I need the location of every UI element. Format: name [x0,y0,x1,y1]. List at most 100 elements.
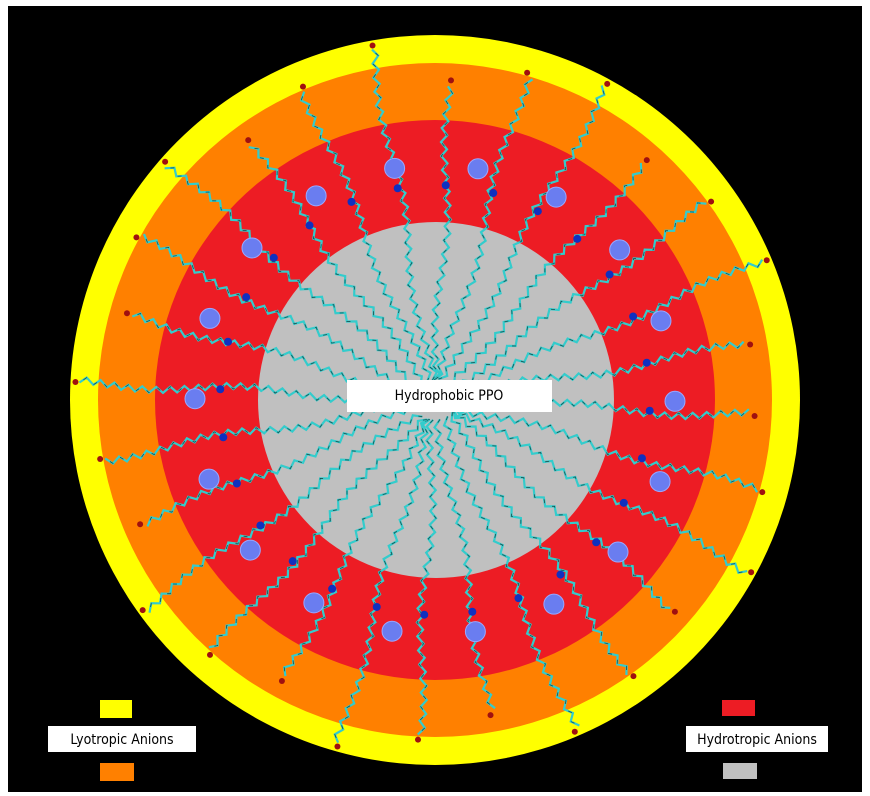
nitrogen [489,189,498,198]
chain-backbone [452,409,671,609]
chain-backbone [438,85,605,380]
oxygen [759,489,766,496]
chain [453,259,764,398]
chain-backbone [433,419,496,709]
chain [415,419,438,736]
chain-backbone [454,399,750,420]
oxygen [524,69,531,76]
anion [305,185,327,207]
chain [371,48,439,381]
chain [442,415,580,727]
anion [664,390,686,412]
oxygen [447,77,454,84]
nitrogen [347,197,356,206]
nitrogen [605,270,614,279]
anion [381,620,403,642]
legend-red [722,700,755,716]
chain-backbone [454,341,744,401]
oxygen [278,678,285,685]
oxygen [206,651,213,658]
chain-backbone [132,313,416,398]
anion [241,237,263,259]
nitrogen [533,207,542,216]
chain [450,412,628,676]
legend-right-label: Hydrotropic Anions [697,732,817,748]
nitrogen [420,610,429,619]
oxygen [630,673,637,680]
center-label: Hydrophobic PPO [395,388,504,404]
oxygen [299,83,306,90]
anion [649,471,671,493]
chain-backbone [452,408,748,574]
surfactant-chains [72,42,770,750]
nitrogen [393,184,402,193]
chain-backbone [164,167,416,392]
legend-yellow [100,700,132,718]
nitrogen [592,538,601,547]
oxygen [748,569,755,576]
nitrogen [305,221,314,230]
chain-backbone [248,146,423,386]
nitrogen [619,498,628,507]
nitrogen [468,607,477,616]
legend-left-label: Lyotropic Anions [70,732,173,748]
center-label-box [347,380,552,412]
chain [453,405,759,493]
oxygen [162,158,169,165]
oxygen [415,736,422,743]
chain [299,91,432,382]
anion [464,621,486,643]
anion [198,468,220,490]
nitrogen [629,312,638,321]
nitrogen [372,602,381,611]
chain [208,418,428,649]
nitrogen [219,433,228,442]
nitrogen [216,385,225,394]
chain-backbone [444,162,642,383]
oxygen [139,607,146,614]
nitrogen [441,181,450,190]
oxygen [604,80,611,87]
anion-dots [184,157,686,643]
nitrogen [645,406,654,415]
nitrogen [224,337,233,346]
legend-gray [723,763,757,779]
nitrogen [637,454,646,463]
anion [607,541,629,563]
nitrogen [642,358,651,367]
anion [239,539,261,561]
oxygen [487,712,494,719]
legend-right-box [686,726,828,752]
nitrogen [328,584,337,593]
anion [543,593,565,615]
anion [609,239,631,261]
oxygen [747,341,754,348]
legend-left-box [48,726,196,752]
oxygen [671,608,678,615]
chain [450,201,707,391]
chain-backbone [334,418,431,743]
nitrogen [256,521,265,530]
oxygen [133,234,140,241]
nitrogen [514,594,523,603]
oxygen [708,198,715,205]
chain-backbone [283,419,430,677]
oxygen [763,257,770,264]
nitrogen [269,253,278,262]
anion [467,158,489,180]
oxygen [97,455,104,462]
oxygen [245,137,252,144]
anion [384,157,406,179]
chain-backbone [149,414,423,613]
oxygen [137,521,144,528]
nitrogen [573,234,582,243]
anion [184,388,206,410]
anion [545,186,567,208]
anion [650,310,672,332]
chain [434,78,534,381]
legend-orange [100,763,134,781]
oxygen [369,42,376,49]
oxygen [72,379,79,386]
oxygen [751,412,758,419]
